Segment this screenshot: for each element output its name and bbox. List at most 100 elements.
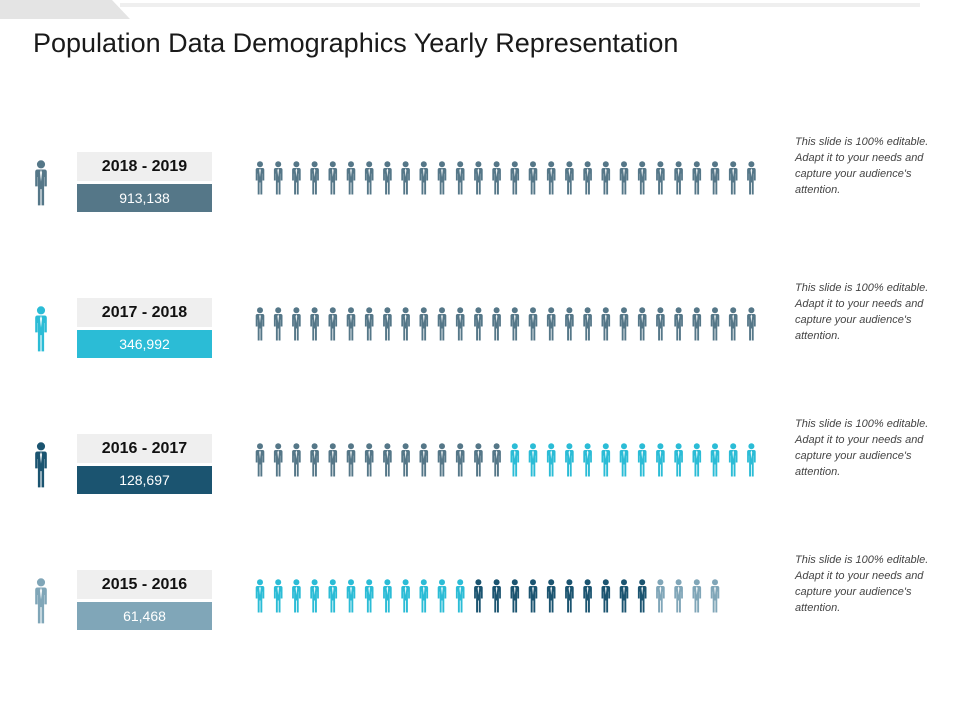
person-icon: [637, 579, 647, 613]
person-icon: [35, 442, 47, 488]
population-value: 913,138: [77, 184, 212, 212]
population-row-2015-2016: 2015 - 2016 61,468 This slide is 100% ed…: [0, 552, 960, 642]
person-icon: [747, 443, 756, 477]
person-icon: [35, 160, 47, 206]
person-icon: [401, 161, 410, 195]
person-icon: [455, 579, 465, 613]
person-icon: [310, 307, 319, 341]
person-icon: [692, 307, 702, 341]
person-icon: [510, 161, 520, 195]
population-value: 346,992: [77, 330, 212, 358]
person-icon: [692, 161, 702, 195]
person-icon: [310, 443, 319, 477]
person-icon: [328, 443, 338, 477]
person-icon: [328, 307, 338, 341]
person-icon: [601, 161, 611, 195]
person-icon: [383, 443, 392, 477]
year-label: 2018 - 2019: [77, 152, 212, 181]
person-icon: [565, 579, 574, 613]
population-row-2018-2019: 2018 - 2019 913,138 This slide is 100% e…: [0, 134, 960, 224]
person-icon: [419, 307, 429, 341]
person-icon: [255, 579, 265, 613]
person-icon: [346, 579, 356, 613]
person-icon: [255, 307, 265, 341]
person-icon: [292, 307, 301, 341]
year-label: 2016 - 2017: [77, 434, 212, 463]
person-icon: [546, 307, 556, 341]
person-icon: [692, 579, 702, 613]
person-icon: [346, 307, 356, 341]
person-icon: [455, 161, 465, 195]
year-label: 2017 - 2018: [77, 298, 212, 327]
person-icon: [510, 443, 520, 477]
person-icon: [346, 443, 356, 477]
person-icon: [273, 307, 283, 341]
person-icon: [474, 579, 483, 613]
person-icon: [455, 443, 465, 477]
person-icon: [528, 307, 538, 341]
person-icon: [401, 307, 410, 341]
person-icon: [565, 443, 574, 477]
person-icon: [601, 579, 611, 613]
person-icon: [383, 579, 392, 613]
people-pictogram: [255, 161, 756, 195]
person-icon: [528, 579, 538, 613]
population-row-2016-2017: 2016 - 2017 128,697 This slide is 100% e…: [0, 416, 960, 506]
person-icon: [328, 161, 338, 195]
person-icon: [546, 443, 556, 477]
person-icon: [637, 161, 647, 195]
person-icon: [674, 307, 683, 341]
person-icon: [528, 161, 538, 195]
person-icon: [728, 443, 738, 477]
person-icon: [35, 306, 47, 352]
person-icon: [692, 443, 702, 477]
person-icon: [437, 161, 447, 195]
person-icon: [656, 307, 665, 341]
person-icon: [546, 579, 556, 613]
person-icon: [674, 161, 683, 195]
person-icon: [364, 307, 374, 341]
person-icon: [583, 579, 592, 613]
person-icon: [728, 161, 738, 195]
person-icon: [510, 307, 520, 341]
person-icon: [455, 307, 465, 341]
person-icon: [492, 579, 501, 613]
people-pictogram: [255, 443, 756, 477]
top-decoration-line: [120, 3, 920, 7]
person-icon: [601, 443, 611, 477]
person-icon: [437, 307, 447, 341]
person-icon: [273, 443, 283, 477]
person-icon: [674, 443, 683, 477]
person-icon: [255, 443, 265, 477]
person-icon: [583, 161, 592, 195]
person-icon: [710, 161, 720, 195]
person-icon: [383, 161, 392, 195]
person-icon: [255, 161, 265, 195]
person-icon: [492, 307, 501, 341]
person-icon: [474, 443, 483, 477]
person-icon: [35, 578, 47, 624]
person-icon: [364, 161, 374, 195]
person-icon: [328, 579, 338, 613]
person-icon: [310, 579, 319, 613]
person-icon: [401, 443, 410, 477]
person-icon: [656, 579, 665, 613]
row-description: This slide is 100% editable. Adapt it to…: [795, 554, 929, 614]
person-icon: [528, 443, 538, 477]
person-icon: [492, 443, 501, 477]
person-icon: [292, 161, 301, 195]
person-icon: [747, 307, 756, 341]
person-icon: [437, 443, 447, 477]
person-icon: [310, 161, 319, 195]
person-icon: [674, 579, 683, 613]
year-label: 2015 - 2016: [77, 570, 212, 599]
row-description: This slide is 100% editable. Adapt it to…: [795, 282, 929, 342]
person-icon: [474, 307, 483, 341]
person-icon: [656, 443, 665, 477]
person-icon: [710, 579, 720, 613]
person-icon: [510, 579, 520, 613]
person-icon: [383, 307, 392, 341]
person-icon: [637, 443, 647, 477]
person-icon: [364, 443, 374, 477]
people-pictogram: [255, 579, 720, 613]
